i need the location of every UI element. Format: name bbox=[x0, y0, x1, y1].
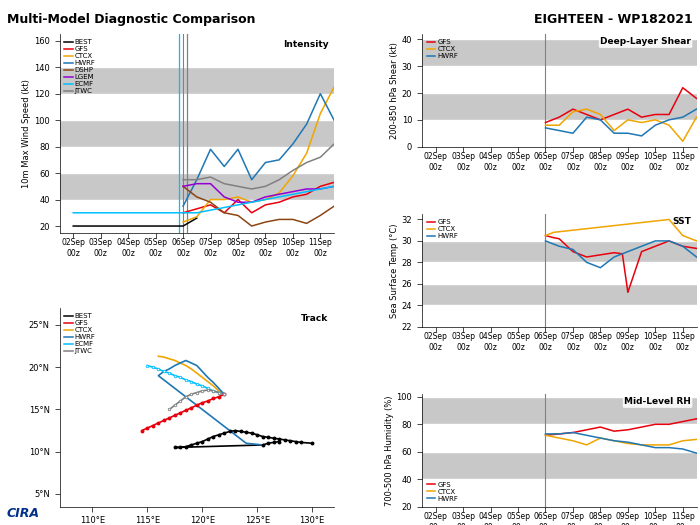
Text: Multi-Model Diagnostic Comparison: Multi-Model Diagnostic Comparison bbox=[7, 13, 256, 26]
Legend: BEST, GFS, CTCX, HWRF, ECMF, JTWC: BEST, GFS, CTCX, HWRF, ECMF, JTWC bbox=[63, 311, 97, 355]
Bar bbox=[422, 262, 696, 284]
Bar bbox=[422, 34, 696, 39]
Bar bbox=[60, 200, 334, 233]
Bar bbox=[60, 146, 334, 173]
Text: EIGHTEEN - WP182021: EIGHTEEN - WP182021 bbox=[534, 13, 693, 26]
Legend: GFS, CTCX, HWRF: GFS, CTCX, HWRF bbox=[426, 38, 459, 60]
Y-axis label: 700-500 hPa Humidity (%): 700-500 hPa Humidity (%) bbox=[385, 395, 393, 506]
Text: Mid-Level RH: Mid-Level RH bbox=[624, 397, 691, 406]
Text: Track: Track bbox=[301, 314, 328, 323]
Bar bbox=[422, 479, 696, 507]
Legend: GFS, CTCX, HWRF: GFS, CTCX, HWRF bbox=[426, 217, 459, 240]
Y-axis label: 10m Max Wind Speed (kt): 10m Max Wind Speed (kt) bbox=[22, 79, 31, 188]
Legend: GFS, CTCX, HWRF: GFS, CTCX, HWRF bbox=[426, 480, 459, 503]
Bar bbox=[422, 424, 696, 452]
Text: Intensity: Intensity bbox=[283, 40, 328, 49]
Y-axis label: 200-850 hPa Shear (kt): 200-850 hPa Shear (kt) bbox=[390, 42, 399, 139]
Text: CIRA: CIRA bbox=[7, 507, 40, 520]
Bar bbox=[422, 66, 696, 93]
Legend: BEST, GFS, CTCX, HWRF, DSHP, LGEM, ECMF, JTWC: BEST, GFS, CTCX, HWRF, DSHP, LGEM, ECMF,… bbox=[63, 38, 97, 96]
Text: SST: SST bbox=[672, 217, 691, 226]
Bar bbox=[422, 305, 696, 327]
Bar bbox=[422, 394, 696, 397]
Text: Deep-Layer Shear: Deep-Layer Shear bbox=[600, 37, 691, 47]
Bar bbox=[422, 214, 696, 241]
Bar bbox=[60, 93, 334, 120]
Bar bbox=[60, 34, 334, 67]
Y-axis label: Sea Surface Temp (°C): Sea Surface Temp (°C) bbox=[390, 223, 399, 318]
Bar bbox=[422, 120, 696, 146]
